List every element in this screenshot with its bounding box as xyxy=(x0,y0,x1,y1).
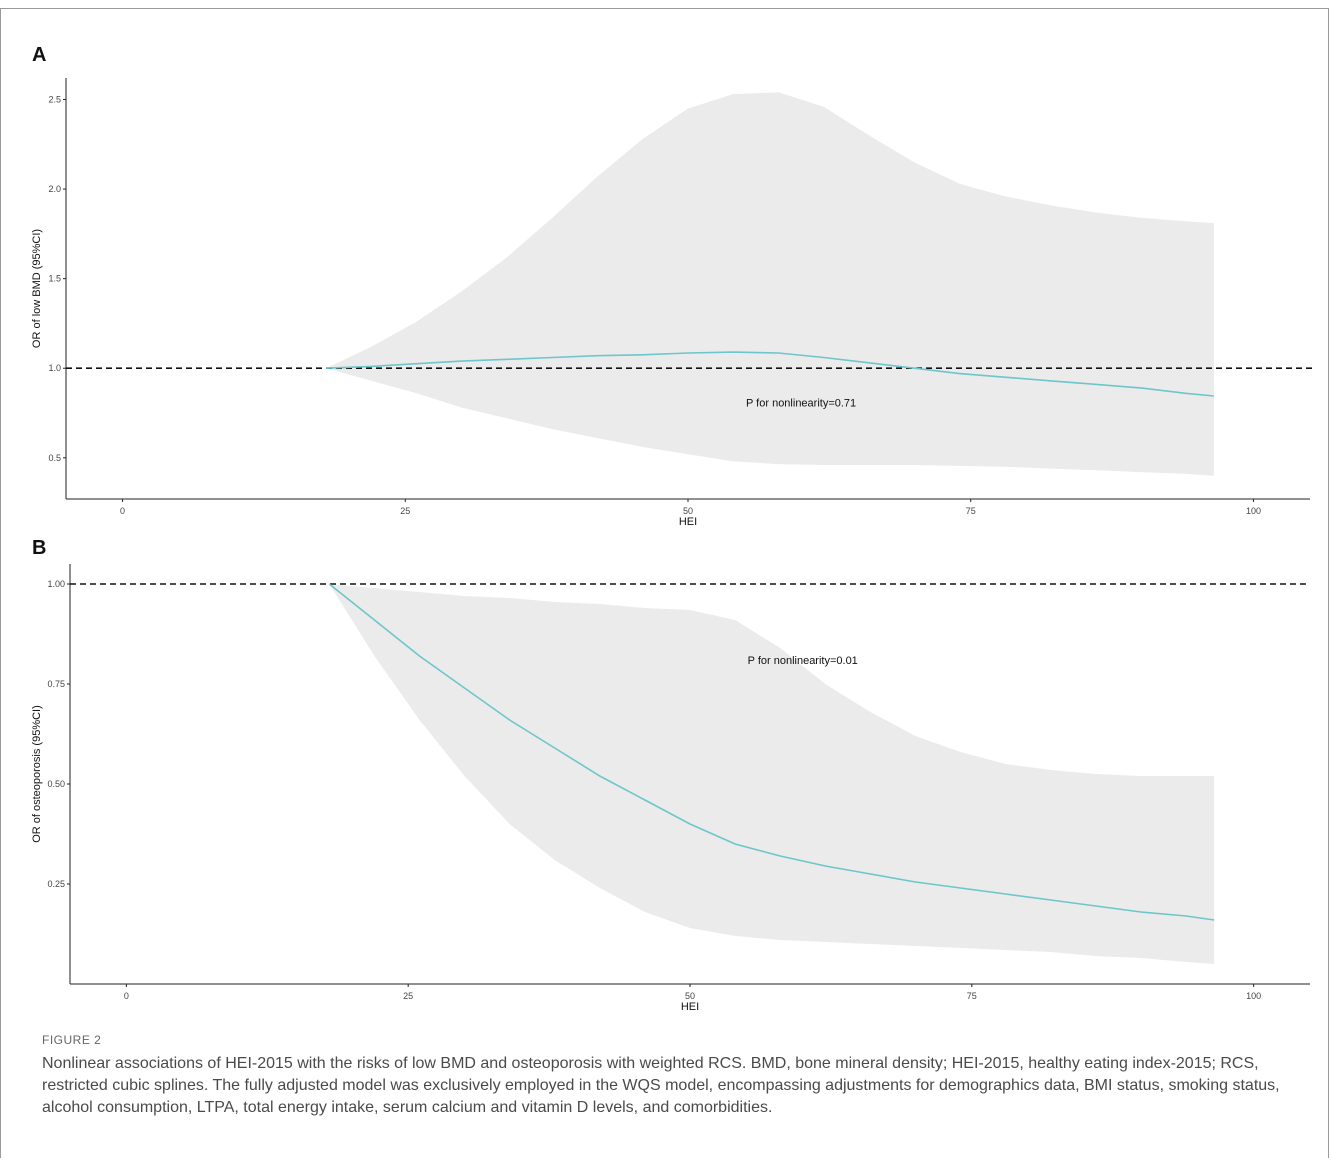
panel-label-a: A xyxy=(32,44,47,66)
y-tick-label: 2.0 xyxy=(48,184,61,194)
x-tick-label: 0 xyxy=(120,506,125,516)
x-axis-title: HEI xyxy=(681,1001,699,1013)
y-tick-label: 2.5 xyxy=(48,94,61,104)
y-tick-label: 0.75 xyxy=(47,679,65,689)
y-tick-label: 1.00 xyxy=(47,579,65,589)
y-tick-label: 0.5 xyxy=(48,453,61,463)
figure-frame xyxy=(0,8,1329,1158)
caption-text: Nonlinear associations of HEI-2015 with … xyxy=(42,1055,1280,1116)
confidence-band xyxy=(326,92,1214,476)
nonlinearity-annotation: P for nonlinearity=0.01 xyxy=(748,655,858,667)
y-tick-label: 0.50 xyxy=(47,779,65,789)
x-tick-label: 50 xyxy=(683,506,693,516)
x-tick-label: 75 xyxy=(966,506,976,516)
y-tick-label: 1.5 xyxy=(48,274,61,284)
y-tick-label: 0.25 xyxy=(47,879,65,889)
caption-label: FIGURE 2 xyxy=(42,1033,102,1047)
x-tick-label: 25 xyxy=(403,991,413,1001)
confidence-band xyxy=(329,584,1215,964)
chart-a: 0.5 1.0 1.5 2.0 2.5 0 25 50 75 100 HEI OR of low BM… xyxy=(31,78,1312,528)
x-tick-label: 25 xyxy=(400,506,410,516)
y-axis-title: OR of low BMD (95%CI) xyxy=(31,229,43,348)
y-tick-label: 1.0 xyxy=(48,363,61,373)
chart-b: 0.25 0.50 0.75 1.00 0 25 50 75 100 HEI OR of osteo… xyxy=(31,564,1310,1013)
panel-label-b: B xyxy=(32,537,47,559)
figure-caption: FIGURE 2 Nonlinear associations of HEI-2… xyxy=(42,1033,1312,1119)
x-tick-label: 100 xyxy=(1246,991,1261,1001)
y-axis-title: OR of osteoporosis (95%CI) xyxy=(31,705,43,843)
x-tick-label: 0 xyxy=(124,991,129,1001)
x-axis-title: HEI xyxy=(679,516,697,528)
x-tick-label: 50 xyxy=(685,991,695,1001)
x-tick-label: 75 xyxy=(967,991,977,1001)
nonlinearity-annotation: P for nonlinearity=0.71 xyxy=(746,397,856,409)
x-tick-label: 100 xyxy=(1246,506,1261,516)
spline-line xyxy=(328,583,1215,921)
spline-line xyxy=(326,351,1214,397)
